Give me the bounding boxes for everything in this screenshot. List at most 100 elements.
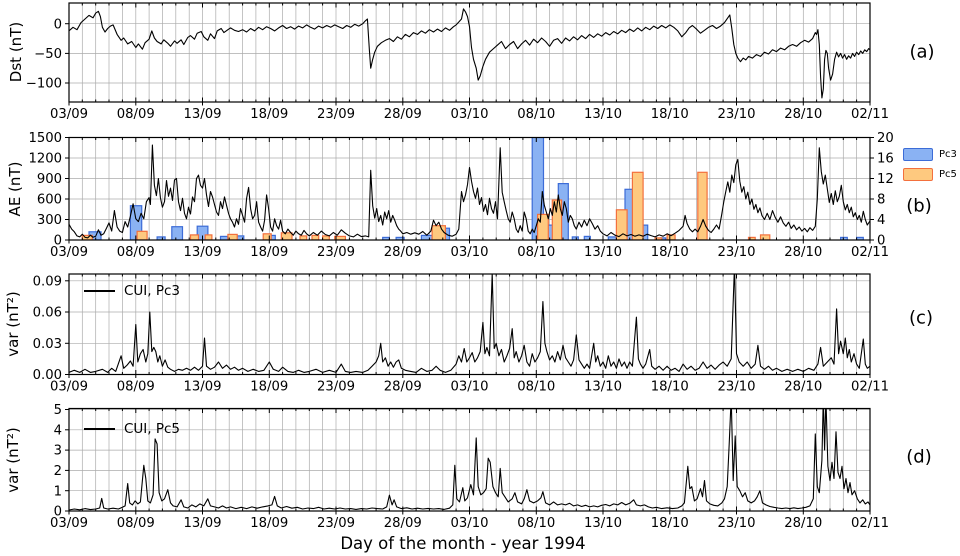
black-line-icon xyxy=(84,290,115,292)
right-y-tick-label: 0 xyxy=(877,234,885,249)
y-tick-label: 0.09 xyxy=(33,274,62,289)
x-tick-label: 13/09 xyxy=(183,107,221,122)
panel-a-ylabel: Dst (nT) xyxy=(7,21,25,83)
series-line-cui-pc3 xyxy=(69,274,870,373)
panel-c-legend-label: CUI, Pc3 xyxy=(124,283,181,299)
panel-b-ylabel: AE (nT) xyxy=(6,161,24,217)
pc3-legend-label: Pc3 xyxy=(939,149,957,160)
x-tick-label: 28/10 xyxy=(784,516,822,531)
series-line-ae xyxy=(69,144,870,239)
pc5-bar xyxy=(615,209,628,240)
pc5-bar xyxy=(280,232,293,240)
pc5-legend-label: Pc5 xyxy=(939,169,957,180)
y-tick-label: 5 xyxy=(54,403,62,418)
x-tick-label: 23/09 xyxy=(317,107,355,122)
pc3-bar xyxy=(171,226,184,240)
pc5-bar xyxy=(262,233,272,240)
x-tick-label: 23/09 xyxy=(317,516,355,531)
x-tick-label: 18/09 xyxy=(250,107,288,122)
right-y-tick-label: 4 xyxy=(877,213,885,228)
x-tick-label: 28/09 xyxy=(384,516,422,531)
pc5-bar xyxy=(697,171,708,240)
x-tick-label: 03/09 xyxy=(50,516,88,531)
x-tick-label: 02/11 xyxy=(851,380,889,395)
panel-d-legend-label: CUI, Pc5 xyxy=(124,421,181,437)
pc5-bar xyxy=(136,230,148,240)
x-tick-label: 13/10 xyxy=(584,107,622,122)
x-tick-label: 28/10 xyxy=(784,245,822,260)
y-tick-label: 0.06 xyxy=(33,306,62,321)
y-tick-label: 300 xyxy=(37,213,62,228)
x-tick-label: 08/09 xyxy=(117,380,155,395)
x-tick-label: 23/09 xyxy=(317,380,355,395)
y-tick-label: 0 xyxy=(54,17,62,32)
y-tick-label: 900 xyxy=(37,172,62,187)
x-tick-label: 13/10 xyxy=(584,516,622,531)
x-tick-label: 08/10 xyxy=(517,516,555,531)
x-tick-label: 28/10 xyxy=(784,107,822,122)
x-tick-label: 23/10 xyxy=(717,245,755,260)
x-tick-label: 03/09 xyxy=(50,107,88,122)
x-tick-label: 18/09 xyxy=(250,516,288,531)
pc5-legend-item: Pc5 xyxy=(903,168,957,181)
pc5-bar xyxy=(431,225,447,240)
x-tick-label: 13/10 xyxy=(584,380,622,395)
x-tick-label: 02/11 xyxy=(851,245,889,260)
pc5-swatch-icon xyxy=(903,168,933,181)
x-tick-label: 13/09 xyxy=(183,245,221,260)
panel-c-label: (c) xyxy=(909,307,933,329)
y-tick-label: 1 xyxy=(54,484,62,499)
x-tick-label: 13/10 xyxy=(584,245,622,260)
x-tick-label: 28/09 xyxy=(384,245,422,260)
y-tick-label: 4 xyxy=(54,423,62,438)
x-tick-label: 03/09 xyxy=(50,380,88,395)
x-tick-label: 03/09 xyxy=(50,245,88,260)
panel-a-label: (a) xyxy=(909,41,935,63)
x-tick-label: 18/09 xyxy=(250,245,288,260)
pc5-bar xyxy=(204,234,213,240)
x-axis-title: Day of the month - year 1994 xyxy=(340,534,586,553)
y-tick-label: −100 xyxy=(26,77,62,92)
x-tick-label: 28/09 xyxy=(384,107,422,122)
x-tick-label: 23/10 xyxy=(717,107,755,122)
pc5-bar xyxy=(311,234,320,240)
x-tick-label: 03/10 xyxy=(450,380,488,395)
x-tick-label: 18/10 xyxy=(651,245,689,260)
y-tick-label: −50 xyxy=(34,47,62,62)
x-tick-label: 03/10 xyxy=(450,516,488,531)
x-tick-label: 02/11 xyxy=(851,516,889,531)
x-tick-label: 23/09 xyxy=(317,245,355,260)
y-tick-label: 600 xyxy=(37,193,62,208)
pc5-bar xyxy=(536,213,549,240)
x-tick-label: 13/09 xyxy=(183,380,221,395)
x-tick-label: 02/11 xyxy=(851,107,889,122)
panel-d-label: (d) xyxy=(906,446,932,468)
x-tick-label: 13/09 xyxy=(183,516,221,531)
x-tick-label: 08/10 xyxy=(517,107,555,122)
x-tick-label: 08/10 xyxy=(517,380,555,395)
pc5-bar xyxy=(759,234,771,240)
x-tick-label: 28/09 xyxy=(384,380,422,395)
x-tick-label: 08/10 xyxy=(517,245,555,260)
x-tick-label: 03/10 xyxy=(450,245,488,260)
pc3-legend-item: Pc3 xyxy=(903,148,957,161)
panel-c-ylabel: var (nT²) xyxy=(4,291,22,357)
y-tick-label: 0 xyxy=(54,234,62,249)
black-line-icon xyxy=(84,428,115,430)
panel-c-legend: CUI, Pc3 xyxy=(84,283,180,299)
panel-d-legend: CUI, Pc5 xyxy=(84,421,180,437)
right-y-tick-label: 8 xyxy=(877,193,885,208)
pc3-bar xyxy=(531,137,545,240)
x-tick-label: 08/09 xyxy=(117,245,155,260)
series-line-cui-pc5 xyxy=(69,408,870,511)
pc5-bar xyxy=(189,234,200,240)
y-tick-label: 3 xyxy=(54,444,62,459)
y-tick-label: 0.03 xyxy=(33,337,62,352)
y-tick-label: 1200 xyxy=(28,152,62,167)
x-tick-label: 08/09 xyxy=(117,107,155,122)
x-tick-label: 18/10 xyxy=(651,380,689,395)
x-tick-label: 18/10 xyxy=(651,107,689,122)
panel-d-ylabel: var (nT²) xyxy=(4,427,22,493)
y-tick-label: 2 xyxy=(54,464,62,479)
